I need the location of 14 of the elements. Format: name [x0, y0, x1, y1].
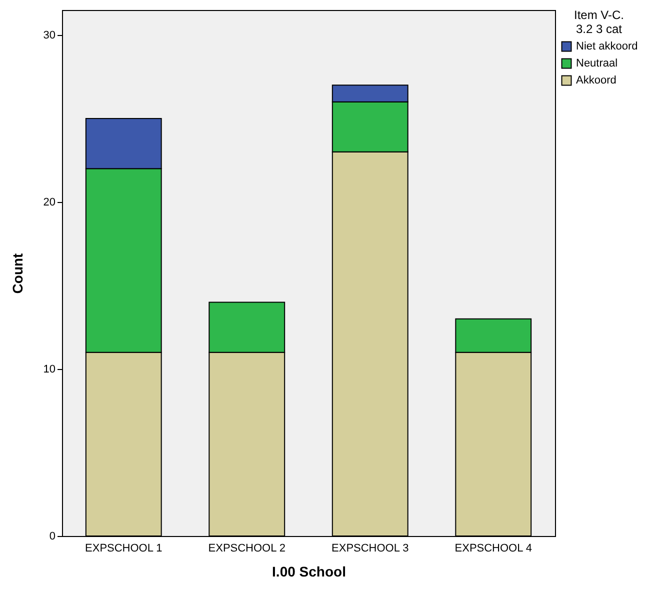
y-tick-label: 10 — [43, 364, 56, 376]
x-axis-title: I.00 School — [272, 564, 346, 580]
x-tick-label: EXPSCHOOL 3 — [332, 542, 409, 554]
x-tick-label: EXPSCHOOL 1 — [85, 542, 162, 554]
legend-label: Neutraal — [576, 58, 618, 70]
x-tick-label: EXPSCHOOL 4 — [454, 542, 532, 554]
legend-title: Item V-C. 3.2 3 cat — [574, 8, 624, 36]
legend-label: Akkoord — [576, 74, 616, 86]
y-tick-label: 0 — [49, 530, 56, 542]
x-tick-label: EXPSCHOOL 2 — [208, 542, 286, 554]
y-tick-label: 20 — [43, 196, 56, 209]
y-tick-label: 30 — [43, 30, 56, 42]
y-axis-title: Count — [9, 252, 26, 294]
legend-label: Niet akkoord — [576, 40, 638, 52]
